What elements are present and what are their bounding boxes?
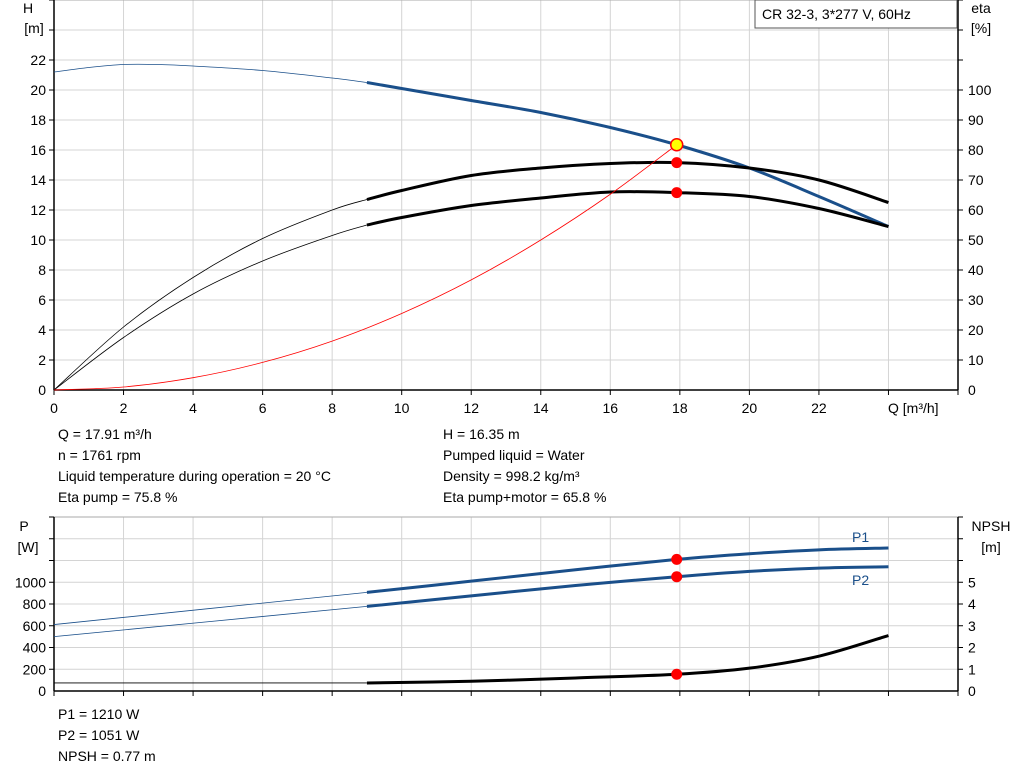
performance-chart: 0246810121416182022010203040506070809010… (30, 0, 992, 416)
y-tick-label-right: 0 (968, 683, 976, 699)
y-label-npsh-unit: [m] (981, 539, 1000, 555)
series-h-thick (366, 81, 890, 228)
series-p2-thin (53, 605, 367, 638)
info-density: Density = 998.2 kg/m³ (443, 468, 580, 484)
y-label-p-unit: [W] (18, 539, 39, 555)
series-eta_total-thin (53, 224, 368, 391)
y-label-npsh: NPSH (972, 518, 1011, 534)
duty-point-head (669, 138, 684, 152)
info-top-left: Q = 17.91 m³/h n = 1761 rpm Liquid tempe… (58, 424, 331, 508)
y-label-eta-unit: [%] (971, 20, 991, 36)
series-npsh-thick (366, 634, 889, 685)
info-head: H = 16.35 m (443, 426, 520, 442)
series-h-thin (53, 63, 367, 83)
y-tick-label-right: 80 (968, 142, 984, 158)
y-tick-label-right: 2 (968, 640, 976, 656)
info-top-right: H = 16.35 m Pumped liquid = Water Densit… (443, 424, 606, 508)
info-liquid: Pumped liquid = Water (443, 447, 585, 463)
y-tick-label-right: 50 (968, 232, 984, 248)
y-tick-label-right: 100 (968, 82, 992, 98)
y-tick-label-right: 1 (968, 661, 976, 677)
x-tick-label: 18 (672, 400, 688, 416)
x-label-q: Q [m³/h] (888, 400, 939, 416)
duty-point-p2 (671, 571, 683, 583)
y-tick-label-left: 16 (30, 142, 46, 158)
y-tick-label-left: 8 (38, 262, 46, 278)
duty-point-npsh (671, 668, 683, 680)
series-label-p1: P1 (852, 529, 869, 545)
x-tick-label: 14 (533, 400, 549, 416)
duty-point-p1 (671, 553, 683, 565)
info-bottom: P1 = 1210 W P2 = 1051 W NPSH = 0.77 m (58, 704, 156, 767)
y-tick-label-left: 4 (38, 322, 46, 338)
y-tick-label-right: 4 (968, 596, 976, 612)
y-tick-label-left: 0 (38, 683, 46, 699)
y-label-h: H (23, 0, 33, 16)
x-tick-label: 10 (394, 400, 410, 416)
power-npsh-chart: 0 200 400 600 800 1000 0 1 2 3 4 5 (15, 516, 976, 699)
y-label-h-unit: [m] (24, 20, 43, 36)
series-system (53, 144, 677, 391)
x-tick-label: 22 (811, 400, 827, 416)
x-tick-label: 2 (120, 400, 128, 416)
info-npsh: NPSH = 0.77 m (58, 748, 156, 764)
y-tick-label-right: 60 (968, 202, 984, 218)
y-label-p: P (19, 518, 28, 534)
y-tick-label-left: 14 (30, 172, 46, 188)
y-tick-label-left: 0 (38, 382, 46, 398)
y-tick-label-right: 3 (968, 618, 976, 634)
series-eta_pump-thin (53, 199, 368, 391)
y-tick-label-right: 30 (968, 292, 984, 308)
y-tick-label-right: 90 (968, 112, 984, 128)
info-eta-total: Eta pump+motor = 65.8 % (443, 489, 607, 505)
y-tick-label-left: 20 (30, 82, 46, 98)
x-tick-label: 16 (603, 400, 619, 416)
info-eta-pump: Eta pump = 75.8 % (58, 489, 178, 505)
x-tick-label: 4 (189, 400, 197, 416)
y-tick-label-left: 22 (30, 52, 46, 68)
legend-box (754, 0, 958, 29)
series-label-p2: P2 (852, 572, 869, 588)
y-tick-label-right: 0 (968, 382, 976, 398)
duty-point-eta-pump (671, 157, 683, 169)
series-p1-thin (53, 591, 367, 625)
legend-text: CR 32-3, 3*277 V, 60Hz (762, 6, 911, 22)
x-tick-label: 12 (463, 400, 479, 416)
y-tick-label-left: 1000 (15, 574, 46, 590)
info-p2: P2 = 1051 W (58, 727, 140, 743)
y-tick-label-right: 70 (968, 172, 984, 188)
series-p2-thick (366, 565, 889, 608)
x-tick-label: 0 (50, 400, 58, 416)
y-label-eta: eta (971, 0, 991, 16)
y-tick-label-right: 10 (968, 352, 984, 368)
info-flow: Q = 17.91 m³/h (58, 426, 152, 442)
series-p1-thick (366, 546, 889, 594)
info-temperature: Liquid temperature during operation = 20… (58, 468, 331, 484)
y-tick-label-right: 20 (968, 322, 984, 338)
y-tick-label-right: 40 (968, 262, 984, 278)
y-tick-label-left: 600 (23, 618, 47, 634)
series-eta_pump-thick (366, 160, 889, 204)
info-speed: n = 1761 rpm (58, 447, 141, 463)
x-tick-label: 20 (742, 400, 758, 416)
info-p1: P1 = 1210 W (58, 706, 140, 722)
y-tick-label-left: 800 (23, 596, 47, 612)
y-tick-label-left: 18 (30, 112, 46, 128)
duty-point-eta-total (671, 187, 683, 199)
x-tick-label: 6 (259, 400, 267, 416)
y-tick-label-left: 200 (23, 661, 47, 677)
y-tick-label-left: 6 (38, 292, 46, 308)
y-tick-label-left: 10 (30, 232, 46, 248)
y-tick-label-left: 2 (38, 352, 46, 368)
y-tick-label-right: 5 (968, 574, 976, 590)
y-tick-label-left: 12 (30, 202, 46, 218)
x-tick-label: 8 (328, 400, 336, 416)
series-eta_total-thick (366, 190, 889, 228)
y-tick-label-left: 400 (23, 640, 47, 656)
